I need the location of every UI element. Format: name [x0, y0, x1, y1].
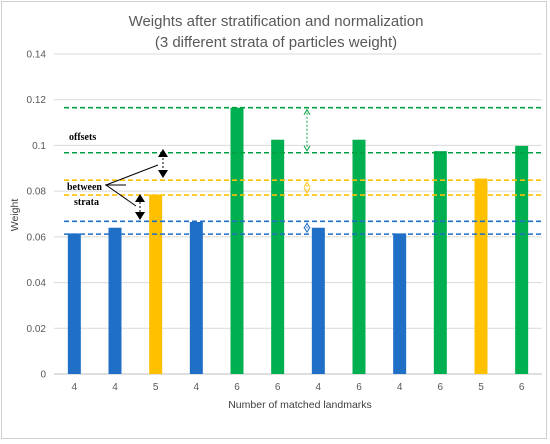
strata-lines [64, 106, 542, 235]
annotation-leader-line [105, 184, 137, 207]
bar [149, 194, 163, 374]
y-tick-label: 0.02 [27, 324, 47, 335]
x-tick-label: 6 [234, 382, 240, 393]
bar [108, 227, 122, 374]
y-tick-label: 0 [40, 370, 46, 381]
bar [515, 145, 529, 374]
y-tick-label: 0.04 [27, 278, 47, 289]
y-tick-label: 0.06 [27, 232, 47, 243]
y-axis-title: Weight [9, 199, 21, 232]
arrowhead [158, 170, 168, 178]
bar [271, 139, 285, 374]
arrowhead [303, 187, 311, 195]
x-tick-label: 4 [194, 382, 200, 393]
bars [67, 107, 529, 374]
arrowhead [303, 226, 311, 234]
gridlines [54, 53, 542, 375]
chart-title-line2: (3 different strata of particles weight) [155, 34, 397, 51]
chart-title-line1: Weights after stratification and normali… [129, 13, 424, 30]
y-tick-label: 0.1 [32, 141, 46, 152]
x-tick-label: 4 [112, 382, 118, 393]
bar [352, 139, 366, 374]
arrowhead [158, 149, 168, 157]
arrowhead [303, 108, 311, 115]
arrowhead [135, 212, 145, 220]
annotation-between: between [67, 182, 102, 193]
bar [311, 227, 325, 374]
arrowhead [303, 145, 311, 152]
x-tick-label: 4 [72, 382, 78, 393]
annotation-offsets: offsets [69, 132, 96, 143]
arrowhead [303, 222, 311, 229]
x-tick-label: 4 [316, 382, 322, 393]
x-tick-label: 6 [438, 382, 444, 393]
axis-ticks: 0 0.02 0.04 0.06 0.08 0.1 0.12 0.14 4 4 5 4 6 6 4 6 4 6 5 6 [27, 50, 525, 394]
x-tick-label: 6 [519, 382, 525, 393]
y-tick-label: 0.08 [27, 187, 47, 198]
x-tick-label: 6 [356, 382, 362, 393]
y-tick-label: 0.14 [27, 50, 47, 61]
annotation-leader-line [105, 164, 159, 186]
x-tick-label: 6 [275, 382, 281, 393]
bar [474, 178, 488, 374]
bar [393, 233, 407, 374]
bar [189, 222, 203, 374]
annotation-strata: strata [74, 197, 99, 208]
x-tick-label: 4 [397, 382, 403, 393]
arrowhead [135, 194, 145, 202]
y-tick-label: 0.12 [27, 95, 47, 106]
x-tick-label: 5 [478, 382, 484, 393]
chart-frame: offsets between strata 0 0.02 0.04 0.06 0.08… [1, 1, 547, 439]
bar [67, 233, 81, 374]
x-tick-label: 5 [153, 382, 159, 393]
arrowhead [303, 181, 311, 188]
bar [230, 107, 244, 374]
offsets-annotation: offsets between strata [67, 132, 168, 220]
bar [433, 151, 447, 374]
x-axis-title: Number of matched landmarks [228, 399, 372, 411]
